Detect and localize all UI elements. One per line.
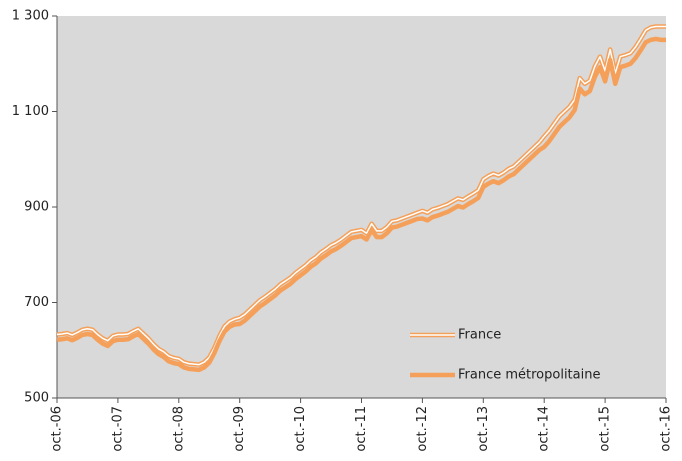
x-tick-label: oct.-09 [232, 406, 247, 452]
legend-label: France [458, 328, 501, 343]
plot-area [57, 16, 666, 398]
x-tick-label: oct.-11 [354, 406, 369, 452]
y-tick-label: 700 [24, 295, 49, 310]
legend-label: France métropolitaine [458, 368, 600, 383]
line-series-inner [56, 25, 666, 366]
x-tick-label: oct.-14 [537, 406, 552, 452]
x-tick-label: oct.-13 [476, 406, 491, 452]
y-tick-label: 1 100 [12, 104, 49, 119]
x-tick-label: oct.-16 [659, 406, 674, 452]
x-tick-label: oct.-07 [110, 406, 125, 452]
x-tick-label: oct.-10 [293, 406, 308, 452]
y-tick-label: 900 [24, 200, 49, 215]
line-series [56, 36, 666, 373]
x-tick-label: oct.-12 [415, 406, 430, 452]
x-tick-label: oct.-08 [171, 406, 186, 452]
x-tick-label: oct.-15 [598, 406, 613, 452]
y-tick-label: 1 300 [12, 9, 49, 24]
x-tick-label: oct.-06 [50, 406, 65, 452]
y-tick-label: 500 [24, 391, 49, 406]
